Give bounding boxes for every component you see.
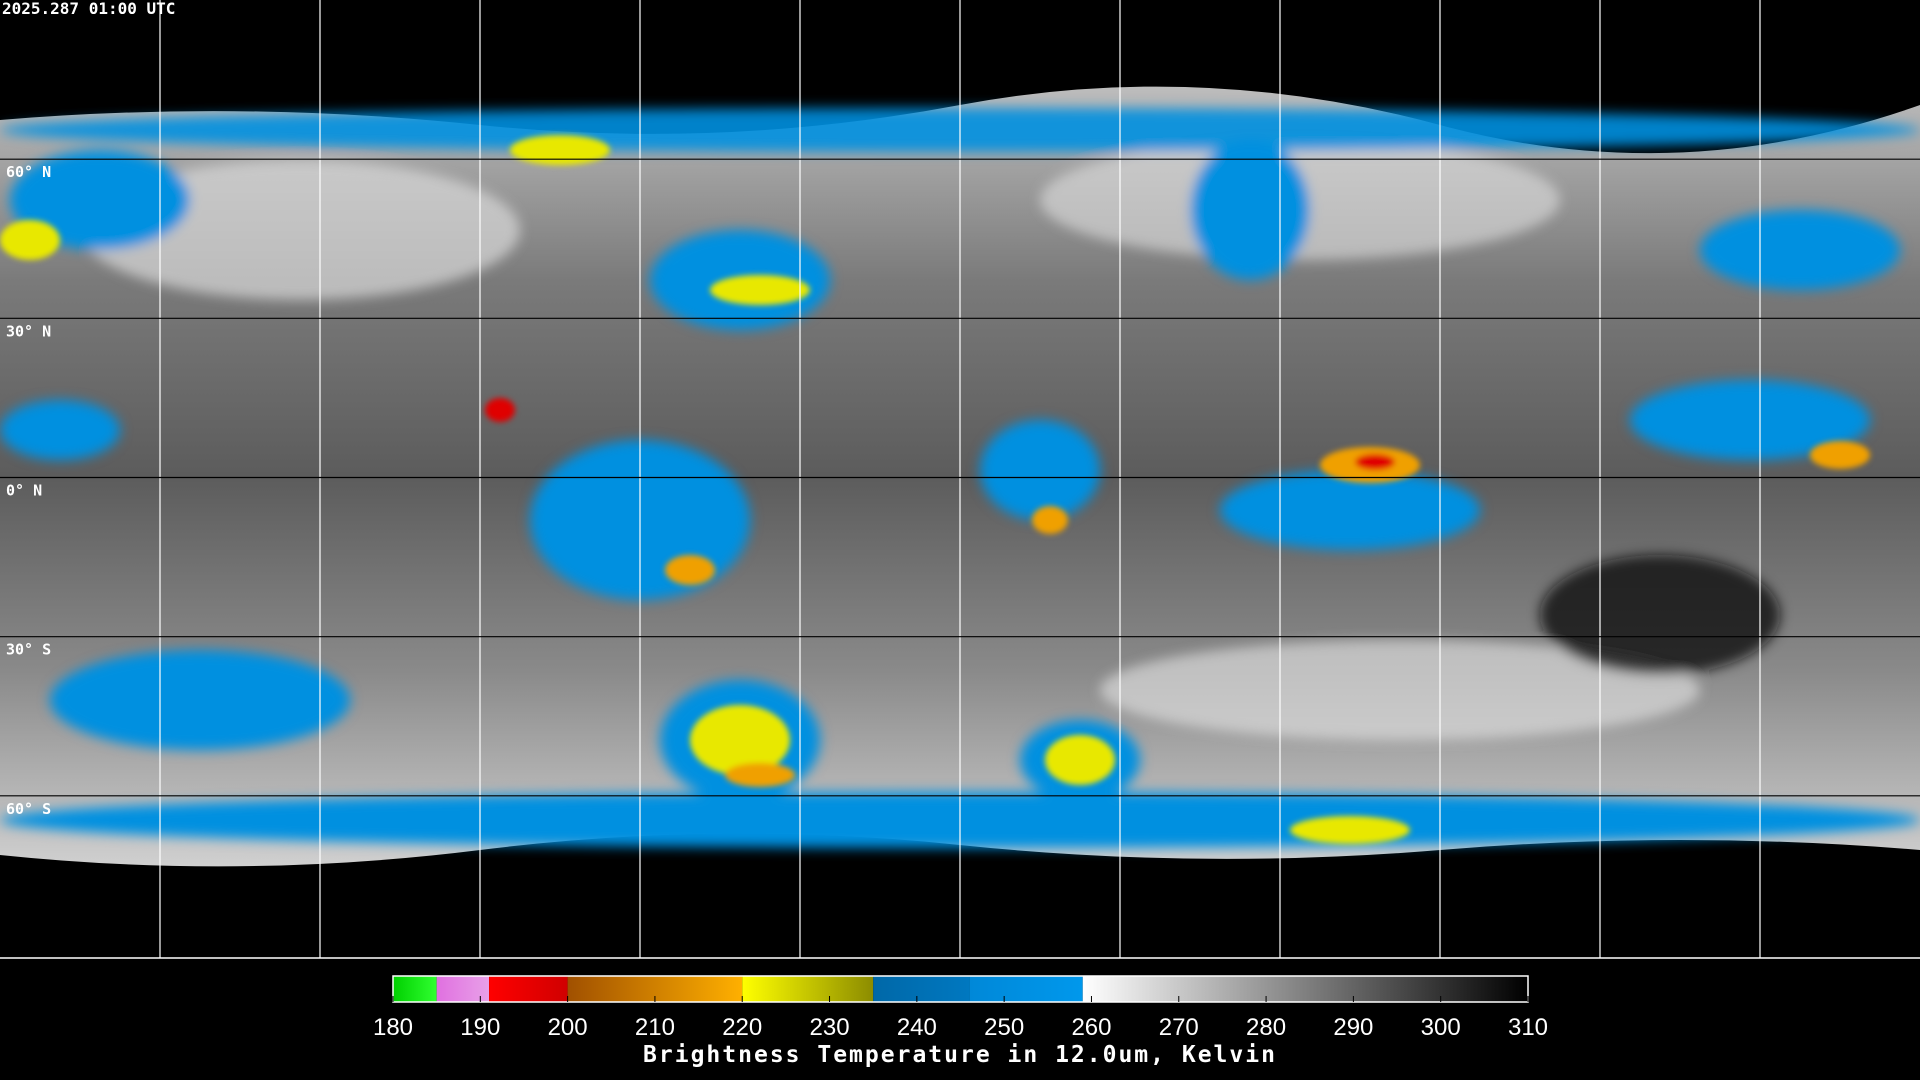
colorbar-title: Brightness Temperature in 12.0um, Kelvin	[643, 1042, 1277, 1068]
colorbar-segment	[489, 976, 568, 1002]
colorbar-tick-label: 300	[1421, 1014, 1461, 1041]
colorbar-tick-label: 220	[722, 1014, 762, 1041]
colorbar-segment	[742, 976, 874, 1002]
colorbar-segment	[1082, 976, 1528, 1002]
lat-label: 30° S	[6, 641, 51, 659]
colorbar-tick-label: 250	[984, 1014, 1024, 1041]
convective-cores	[0, 135, 1870, 844]
colorbar-tick-label: 190	[460, 1014, 500, 1041]
colorbar-tick-label: 240	[897, 1014, 937, 1041]
colorbar: 180 190 200 210 220 230 240 250 260 270 280 290 300 3…	[373, 975, 1548, 1041]
colorbar-tick-label: 210	[635, 1014, 675, 1041]
colorbar-segment	[393, 976, 437, 1002]
lat-label: 30° N	[6, 322, 51, 340]
timestamp: 2025.287 01:00 UTC	[2, 0, 175, 18]
colorbar-tick-label: 270	[1159, 1014, 1199, 1041]
colorbar-tick-label: 200	[548, 1014, 588, 1041]
colorbar-segment	[969, 976, 1083, 1002]
lat-label: 60° N	[6, 163, 51, 181]
colorbar-tick-label: 310	[1508, 1014, 1548, 1041]
colorbar-segment	[873, 976, 970, 1002]
colorbar-frame	[392, 975, 1529, 1003]
colorbar-tick-label: 260	[1071, 1014, 1111, 1041]
colorbar-tick-label: 290	[1333, 1014, 1373, 1041]
colorbar-tick-label: 280	[1246, 1014, 1286, 1041]
colorbar-segment	[436, 976, 490, 1002]
lat-label: 60° S	[6, 800, 51, 818]
graticule: 60° N 30° N 0° N 30° S 60° S	[0, 0, 1920, 959]
lat-label: 0° N	[6, 482, 42, 500]
colorbar-tick-label: 230	[810, 1014, 850, 1041]
colorbar-tick-label: 180	[373, 1014, 413, 1041]
